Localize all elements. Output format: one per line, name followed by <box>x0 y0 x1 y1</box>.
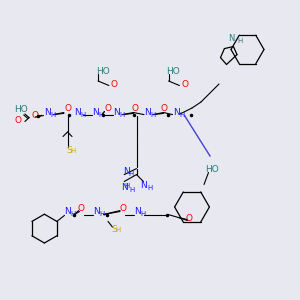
Text: H: H <box>115 227 121 233</box>
Text: H: H <box>147 184 152 190</box>
Text: O: O <box>160 104 167 113</box>
Text: H: H <box>99 211 104 217</box>
Text: H: H <box>50 112 56 118</box>
Text: N: N <box>144 108 151 117</box>
Text: HO: HO <box>206 165 219 174</box>
Text: O: O <box>77 204 84 213</box>
Text: O: O <box>104 104 111 113</box>
Text: O: O <box>186 214 193 224</box>
Text: N: N <box>134 207 141 216</box>
Text: H: H <box>128 171 134 177</box>
Text: N: N <box>44 108 51 117</box>
Text: H: H <box>70 148 76 154</box>
Text: S: S <box>112 226 117 235</box>
Text: N: N <box>228 34 234 43</box>
Text: HO: HO <box>14 106 28 115</box>
Text: HO: HO <box>167 67 180 76</box>
Text: H: H <box>119 112 125 118</box>
Text: O: O <box>64 104 71 113</box>
Text: H: H <box>179 112 185 118</box>
Text: N: N <box>123 167 130 176</box>
Text: H: H <box>80 112 86 118</box>
Text: N: N <box>140 181 147 190</box>
Text: H: H <box>237 38 242 44</box>
Text: H: H <box>140 211 146 217</box>
Text: H: H <box>150 112 155 118</box>
Text: N: N <box>94 207 100 216</box>
Text: N: N <box>122 183 128 192</box>
Text: H: H <box>98 112 104 118</box>
Text: O: O <box>119 204 126 213</box>
Text: H: H <box>124 182 130 188</box>
Text: N: N <box>113 108 120 117</box>
Text: O: O <box>32 112 38 121</box>
Text: O: O <box>110 80 117 89</box>
Text: HO: HO <box>96 67 110 76</box>
Text: O: O <box>182 80 188 89</box>
Text: N: N <box>92 108 99 117</box>
Text: H: H <box>71 211 76 217</box>
Text: H: H <box>130 187 135 193</box>
Text: O: O <box>14 116 21 125</box>
Text: S: S <box>67 146 72 155</box>
Text: O: O <box>132 104 139 113</box>
Text: N: N <box>173 108 180 117</box>
Text: N: N <box>64 207 71 216</box>
Text: N: N <box>74 108 81 117</box>
